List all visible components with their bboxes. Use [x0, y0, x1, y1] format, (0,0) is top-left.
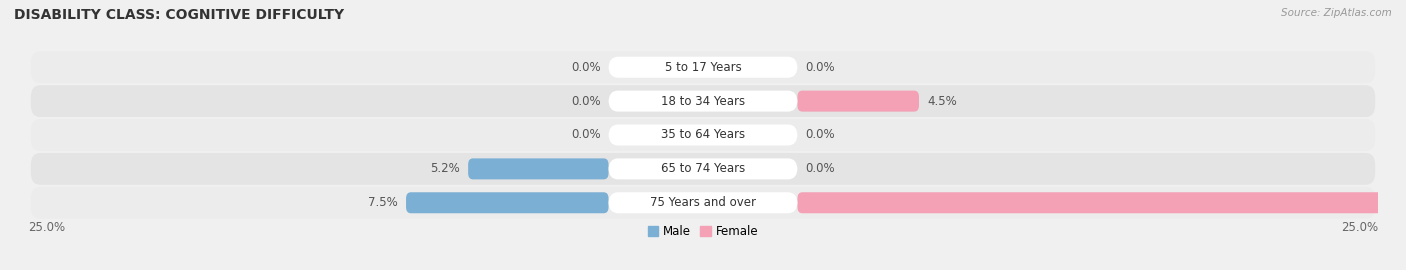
FancyBboxPatch shape: [797, 192, 1406, 213]
Text: 5.2%: 5.2%: [430, 162, 460, 176]
Text: 5 to 17 Years: 5 to 17 Years: [665, 61, 741, 74]
Text: 65 to 74 Years: 65 to 74 Years: [661, 162, 745, 176]
FancyBboxPatch shape: [609, 57, 797, 78]
Text: 25.0%: 25.0%: [1341, 221, 1378, 234]
FancyBboxPatch shape: [609, 124, 797, 146]
Text: 0.0%: 0.0%: [806, 61, 835, 74]
Text: 25.0%: 25.0%: [28, 221, 65, 234]
Text: 35 to 64 Years: 35 to 64 Years: [661, 129, 745, 141]
Text: 75 Years and over: 75 Years and over: [650, 196, 756, 209]
Text: DISABILITY CLASS: COGNITIVE DIFFICULTY: DISABILITY CLASS: COGNITIVE DIFFICULTY: [14, 8, 344, 22]
FancyBboxPatch shape: [31, 85, 1375, 117]
Text: 7.5%: 7.5%: [368, 196, 398, 209]
Text: 0.0%: 0.0%: [571, 94, 600, 108]
Text: 18 to 34 Years: 18 to 34 Years: [661, 94, 745, 108]
Text: Source: ZipAtlas.com: Source: ZipAtlas.com: [1281, 8, 1392, 18]
FancyBboxPatch shape: [609, 158, 797, 179]
FancyBboxPatch shape: [406, 192, 609, 213]
Text: 0.0%: 0.0%: [571, 129, 600, 141]
FancyBboxPatch shape: [609, 192, 797, 213]
Legend: Male, Female: Male, Female: [643, 221, 763, 243]
Text: 0.0%: 0.0%: [806, 162, 835, 176]
Text: 0.0%: 0.0%: [571, 61, 600, 74]
Text: 4.5%: 4.5%: [927, 94, 957, 108]
FancyBboxPatch shape: [31, 51, 1375, 83]
FancyBboxPatch shape: [31, 187, 1375, 219]
FancyBboxPatch shape: [31, 153, 1375, 185]
FancyBboxPatch shape: [609, 91, 797, 112]
FancyBboxPatch shape: [468, 158, 609, 179]
FancyBboxPatch shape: [31, 119, 1375, 151]
Text: 0.0%: 0.0%: [806, 129, 835, 141]
FancyBboxPatch shape: [797, 91, 920, 112]
